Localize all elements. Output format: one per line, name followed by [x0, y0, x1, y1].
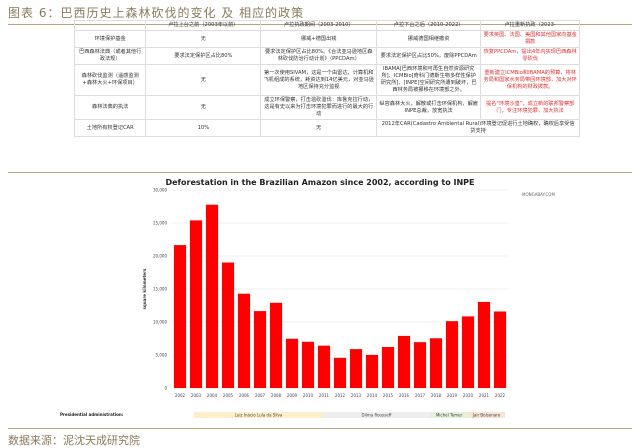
bar-2021	[477, 301, 491, 388]
x-tick-label: 2008	[271, 393, 282, 398]
admin-band	[194, 412, 323, 418]
x-tick-label: 2015	[383, 393, 394, 398]
bar-2002	[173, 245, 187, 388]
x-tick-label: 2018	[431, 393, 442, 398]
x-tick-label: 2006	[239, 393, 250, 398]
bar-2022	[493, 311, 507, 388]
x-tick-label: 2022	[495, 393, 506, 398]
table-cell: 提名“环境沙皇”，成立新的联邦警察部门，专注环境犯罪，加大执法	[480, 95, 580, 120]
table-cell: 纵容森林大火，解散或打击环保机构，解雇INPE总裁，放宽执法	[376, 95, 482, 120]
bar-2003	[189, 220, 203, 388]
admin-name: Dilma Rousseff	[362, 413, 392, 418]
bar-2011	[317, 345, 331, 388]
table-cell: 成立环保警察，打击滥砍滥伐：库鲁克拉行动，这是有史以来为打击环境犯罪而进行的最大…	[260, 95, 378, 120]
admin-name: Luiz Inácio Lula da Silva	[235, 413, 283, 418]
x-tick-label: 2007	[255, 393, 266, 398]
y-tick-label: 5,000	[156, 353, 168, 358]
admin-band	[468, 412, 505, 418]
bar-2009	[285, 338, 299, 388]
x-tick-label: 2017	[415, 393, 426, 398]
footer-source: 数据来源：泥沈天成研究院	[8, 434, 140, 447]
table-cell: IBAMA[巴西环境和可再生自然资源研究所]、ICMBio[奇科门德斯生物多样性…	[376, 64, 482, 96]
bar-2015	[381, 347, 395, 388]
bar-2013	[349, 349, 363, 388]
bar-2014	[365, 354, 379, 388]
divider	[8, 172, 632, 173]
x-tick-label: 2012	[335, 393, 346, 398]
divider	[8, 428, 632, 429]
bar-2008	[269, 302, 283, 388]
source-mark: MONGABAY.COM	[522, 192, 555, 197]
table-cell: 2012年CAR(Cadastro Ambiental Rural)环境登记促进…	[376, 119, 580, 137]
admin-label: Presidential administration:	[60, 412, 124, 417]
bar-2005	[221, 262, 235, 388]
table-cell: 重新建立ICMBio和IBAMA的预算，将林务局和国家水务局带回环境部，加大对环…	[480, 64, 580, 96]
y-tick-label: 10,000	[153, 320, 167, 325]
x-tick-label: 2011	[319, 393, 330, 398]
bar-2010	[301, 341, 315, 388]
x-tick-label: 2013	[351, 393, 362, 398]
y-tick-label: 30,000	[153, 188, 167, 193]
y-tick-label: 25,000	[153, 221, 167, 226]
y-tick-label: 15,000	[153, 287, 167, 292]
table-row: 巴西森林法典（或者其他行政法规） 要求法定保护区占比80% 要求法定保护区占比80%…	[73, 47, 580, 65]
admin-name: Jair Bolsonaro	[472, 413, 501, 418]
x-tick-label: 2019	[447, 393, 458, 398]
x-tick-label: 2014	[367, 393, 378, 398]
table-cell: 要求英国、法国、美国和其他国家向基金捐款	[480, 30, 580, 48]
y-tick-label: 0	[164, 386, 167, 391]
x-tick-label: 2020	[463, 393, 474, 398]
bar-2012	[333, 357, 347, 388]
bar-2017	[413, 342, 427, 388]
bar-2019	[445, 321, 459, 388]
y-axis-label: square kilometers	[142, 268, 147, 309]
bar-chart: 0 5,000 10,000 15,000 20,000 25,000 30,000 squa…	[60, 188, 508, 418]
x-tick-label: 2005	[223, 393, 234, 398]
admin-band	[323, 412, 430, 418]
table-cell: 土地所有权登记CAR	[73, 119, 147, 137]
bar-2004	[205, 204, 219, 388]
table-row: 森林法典的执法无成立环保警察，打击滥砍滥伐：库鲁克拉行动，这是有史以来为打击环境…	[73, 95, 580, 120]
table-cell: 10%	[145, 119, 262, 137]
x-tick-label: 2002	[175, 393, 186, 398]
table-row: 土地所有权登记CAR 10% 无 2012年CAR(Cadastro Ambienta…	[73, 119, 580, 137]
table-cell: 森林砍伐监测（遥感监测+森林大火+环保项目）	[73, 64, 147, 96]
table-row: 森林砍伐监测（遥感监测+森林大火+环保项目）无第一次使用SIVAM，这是一个由雷…	[73, 64, 580, 96]
x-tick-label: 2009	[287, 393, 298, 398]
admin-band	[430, 412, 468, 418]
admin-name: Michel Temer	[436, 413, 463, 418]
x-tick-label: 2004	[207, 393, 218, 398]
x-tick-label: 2010	[303, 393, 314, 398]
bar-2020	[461, 316, 475, 388]
x-tick-label: 2016	[399, 393, 410, 398]
bar-2006	[237, 293, 251, 388]
figure-title: 图表 6：巴西历史上森林砍伐的变化 及 相应的政策	[8, 6, 305, 20]
bar-2007	[253, 311, 267, 388]
bar-2016	[397, 335, 411, 388]
policy-table: 卢拉上台之前（2003年以前） 卢拉执政期间（2003-2010） 卢拉下台之后（2…	[73, 20, 580, 137]
x-tick-label: 2003	[191, 393, 202, 398]
x-tick-label: 2021	[479, 393, 490, 398]
bar-2018	[429, 338, 443, 388]
table-cell: 第一次使用SIVAM，这是一个由雷达、计算机和飞机组成的系统，耗资达到14亿美元…	[260, 64, 378, 96]
y-tick-label: 20,000	[153, 254, 167, 259]
chart-title: Deforestation in the Brazilian Amazon si…	[165, 178, 475, 187]
